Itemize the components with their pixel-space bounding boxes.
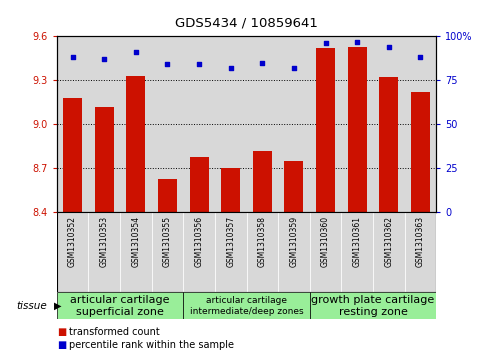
- Point: [69, 54, 76, 60]
- Text: GSM1310355: GSM1310355: [163, 216, 172, 268]
- Bar: [316, 48, 335, 212]
- Bar: [183, 212, 215, 292]
- Point: [195, 62, 203, 68]
- Bar: [284, 161, 304, 212]
- Text: GSM1310352: GSM1310352: [68, 216, 77, 267]
- Point: [132, 49, 140, 55]
- Point: [227, 65, 235, 71]
- Text: GSM1310362: GSM1310362: [385, 216, 393, 267]
- Text: tissue: tissue: [16, 301, 47, 311]
- Point: [385, 44, 393, 50]
- Bar: [158, 179, 177, 212]
- Bar: [95, 107, 113, 212]
- Text: ■: ■: [57, 340, 66, 350]
- Point: [258, 60, 266, 66]
- Text: ■: ■: [57, 327, 66, 337]
- Bar: [341, 212, 373, 292]
- Bar: [215, 212, 246, 292]
- Bar: [310, 292, 436, 319]
- Bar: [278, 212, 310, 292]
- Text: GSM1310360: GSM1310360: [321, 216, 330, 268]
- Text: GSM1310359: GSM1310359: [289, 216, 298, 268]
- Text: ▶: ▶: [54, 301, 62, 311]
- Text: GSM1310361: GSM1310361: [352, 216, 362, 267]
- Bar: [373, 212, 405, 292]
- Point: [100, 56, 108, 62]
- Bar: [126, 76, 145, 212]
- Text: GSM1310353: GSM1310353: [100, 216, 108, 268]
- Bar: [310, 212, 341, 292]
- Text: GSM1310354: GSM1310354: [131, 216, 141, 268]
- Bar: [348, 46, 367, 212]
- Point: [321, 40, 329, 46]
- Bar: [221, 168, 240, 212]
- Bar: [57, 212, 88, 292]
- Text: articular cartilage
intermediate/deep zones: articular cartilage intermediate/deep zo…: [190, 296, 303, 316]
- Bar: [57, 292, 183, 319]
- Text: GSM1310357: GSM1310357: [226, 216, 235, 268]
- Bar: [63, 98, 82, 212]
- Text: GDS5434 / 10859641: GDS5434 / 10859641: [175, 16, 318, 29]
- Bar: [405, 212, 436, 292]
- Bar: [120, 212, 152, 292]
- Point: [353, 39, 361, 45]
- Bar: [253, 151, 272, 212]
- Bar: [246, 212, 278, 292]
- Bar: [411, 92, 430, 212]
- Point: [290, 65, 298, 71]
- Text: GSM1310356: GSM1310356: [195, 216, 204, 268]
- Text: GSM1310363: GSM1310363: [416, 216, 425, 268]
- Bar: [189, 156, 209, 212]
- Text: growth plate cartilage
resting zone: growth plate cartilage resting zone: [312, 295, 435, 317]
- Text: percentile rank within the sample: percentile rank within the sample: [69, 340, 234, 350]
- Bar: [380, 77, 398, 212]
- Bar: [152, 212, 183, 292]
- Point: [164, 62, 172, 68]
- Text: transformed count: transformed count: [69, 327, 160, 337]
- Text: articular cartilage
superficial zone: articular cartilage superficial zone: [70, 295, 170, 317]
- Bar: [88, 212, 120, 292]
- Text: GSM1310358: GSM1310358: [258, 216, 267, 267]
- Point: [417, 54, 424, 60]
- Bar: [183, 292, 310, 319]
